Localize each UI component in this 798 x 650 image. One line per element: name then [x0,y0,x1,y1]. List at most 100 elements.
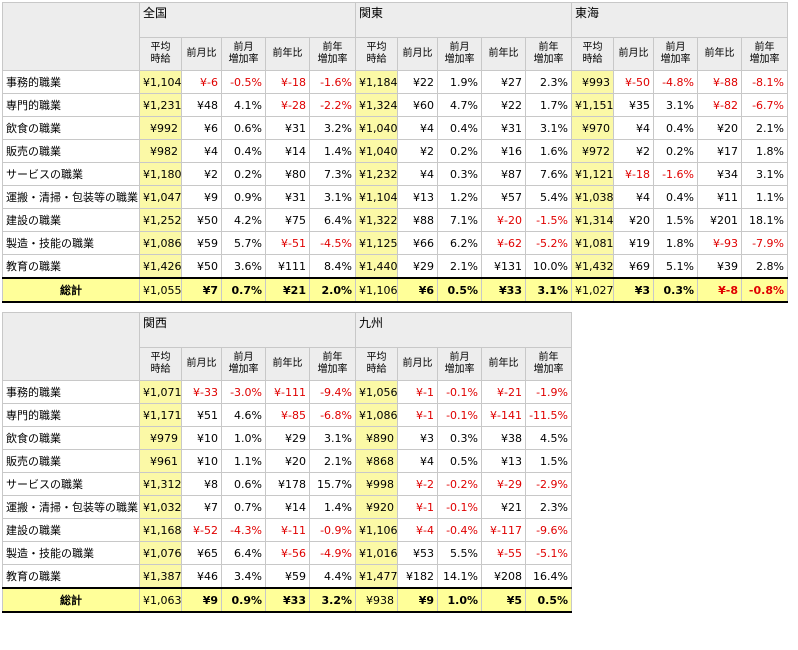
column-header: 前月比 [397,347,438,381]
total-cell: 0.7% [221,277,266,303]
cell: 0.6% [221,116,266,140]
cell: -1.5% [525,208,572,232]
cell: ¥-2 [397,472,438,496]
cell: -1.6% [653,162,698,186]
cell: -0.2% [437,472,482,496]
total-cell: ¥9 [397,587,438,613]
cell: ¥178 [265,472,310,496]
cell: ¥88 [397,208,438,232]
column-header: 前年 増加率 [525,37,572,71]
data-row: 製造・技能の職業 ¥1,076 ¥65 6.4% ¥-56 -4.9% ¥1,016 ¥53 5… [2,541,572,565]
cell: -11.5% [525,403,572,427]
region-row: 全国 関東 東海 [2,2,788,71]
cell: ¥-111 [265,380,310,404]
column-header: 平均 時給 [355,347,398,381]
cell: ¥1,040 [355,116,398,140]
cell: ¥31 [265,116,310,140]
cell: 4.6% [221,403,266,427]
cell: ¥22 [481,93,526,117]
cell: ¥1,121 [571,162,614,186]
total-cell: 0.5% [437,277,482,303]
cell: ¥1,071 [139,380,182,404]
cell: ¥1,047 [139,185,182,209]
cell: ¥1,324 [355,93,398,117]
cell: ¥51 [181,403,222,427]
region-header: 全国 [139,2,356,38]
cell: ¥182 [397,564,438,589]
column-header: 前年比 [481,37,526,71]
cell: ¥11 [697,185,742,209]
cell: ¥10 [181,449,222,473]
total-cell: ¥1,027 [571,277,614,303]
cell: ¥1,171 [139,403,182,427]
cell: 5.1% [653,254,698,279]
column-header: 前月比 [397,37,438,71]
cell: ¥4 [181,139,222,163]
cell: 0.6% [221,472,266,496]
row-label: 建設の職業 [2,208,140,232]
cell: -0.5% [221,70,266,94]
cell: ¥-50 [613,70,654,94]
cell: ¥1,440 [355,254,398,279]
row-label: 運搬・清掃・包装等の職業 [2,185,140,209]
cell: 0.2% [653,139,698,163]
total-cell: ¥938 [355,587,398,613]
cell: ¥29 [397,254,438,279]
cell: ¥59 [265,564,310,589]
cell: ¥111 [265,254,310,279]
cell: ¥8 [181,472,222,496]
column-header: 平均 時給 [139,37,182,71]
cell: ¥-11 [265,518,310,542]
cell: 3.1% [309,185,356,209]
column-header: 前月 増加率 [221,347,266,381]
cell: ¥-85 [265,403,310,427]
cell: ¥961 [139,449,182,473]
cell: ¥1,426 [139,254,182,279]
cell: 1.6% [525,139,572,163]
cell: ¥6 [181,116,222,140]
cell: 0.3% [437,426,482,450]
cell: 1.4% [309,495,356,519]
cell: ¥46 [181,564,222,589]
cell: ¥14 [265,495,310,519]
data-row: 建設の職業 ¥1,252 ¥50 4.2% ¥75 6.4% ¥1,322 ¥88 7.1% ¥-… [2,208,788,232]
cell: ¥-4 [397,518,438,542]
total-cell: 3.2% [309,587,356,613]
cell: ¥50 [181,208,222,232]
cell: ¥35 [613,93,654,117]
cell: ¥4 [397,449,438,473]
cell: 18.1% [741,208,788,232]
region-header: 関西 [139,312,356,348]
total-cell: ¥7 [181,277,222,303]
cell: ¥75 [265,208,310,232]
cell: -0.4% [437,518,482,542]
cell: ¥1,081 [571,231,614,255]
column-header: 前年比 [265,347,310,381]
total-cell: ¥1,063 [139,587,182,613]
cell: ¥131 [481,254,526,279]
total-cell: ¥21 [265,277,310,303]
total-cell: ¥6 [397,277,438,303]
cell: ¥-51 [265,231,310,255]
cell: ¥4 [613,185,654,209]
cell: ¥972 [571,139,614,163]
column-header: 前年比 [481,347,526,381]
cell: ¥59 [181,231,222,255]
cell: 3.1% [653,93,698,117]
cell: ¥1,104 [355,185,398,209]
cell: -4.9% [309,541,356,565]
cell: -0.1% [437,380,482,404]
cell: ¥27 [481,70,526,94]
cell: 2.1% [309,449,356,473]
cell: ¥38 [481,426,526,450]
cell: ¥-33 [181,380,222,404]
cell: 1.9% [437,70,482,94]
column-header: 平均 時給 [571,37,614,71]
data-row: 飲食の職業 ¥992 ¥6 0.6% ¥31 3.2% ¥1,040 ¥4 0.4% ¥31 3.1… [2,116,788,140]
cell: ¥-117 [481,518,526,542]
cell: -0.1% [437,495,482,519]
cell: 0.2% [221,162,266,186]
cell: -1.9% [525,380,572,404]
column-header: 前年 増加率 [309,37,356,71]
cell: 3.1% [525,116,572,140]
